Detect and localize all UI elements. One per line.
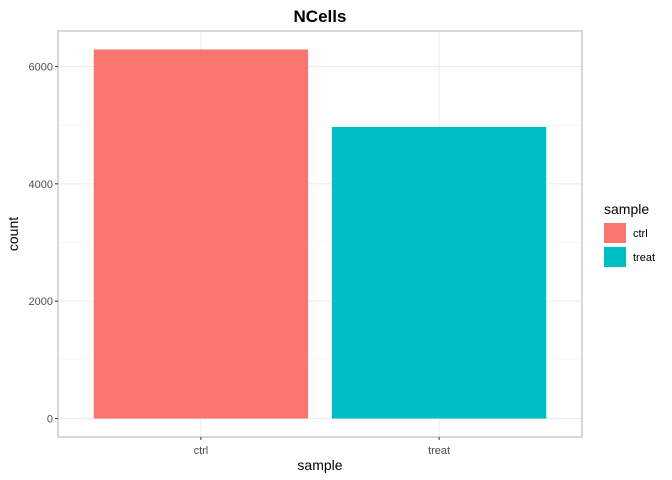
y-tick-label: 6000	[29, 61, 53, 73]
x-tick-label: ctrl	[194, 445, 209, 457]
legend-label: treat	[633, 252, 655, 264]
y-tick-label: 0	[47, 414, 53, 426]
y-tick-label: 4000	[29, 179, 53, 191]
legend-label: ctrl	[633, 228, 648, 240]
x-tick-label: treat	[428, 445, 450, 457]
legend-swatch-treat	[604, 247, 626, 267]
bar-ctrl	[93, 49, 309, 419]
x-axis-ticks: ctrl treat	[194, 437, 450, 457]
y-axis-title: count	[5, 217, 21, 251]
x-axis-title: sample	[297, 457, 342, 473]
bars	[93, 49, 547, 419]
y-axis-ticks: 0 2000 4000 6000	[29, 61, 58, 426]
legend-swatch-ctrl	[604, 223, 626, 243]
legend-entries: ctrl treat	[604, 223, 655, 267]
legend-title: sample	[604, 201, 649, 217]
panel-border	[57, 30, 583, 438]
legend: sample ctrl treat	[604, 201, 655, 267]
bar-treat	[331, 126, 547, 419]
y-tick-label: 2000	[29, 296, 53, 308]
chart-title: NCells	[294, 7, 347, 26]
